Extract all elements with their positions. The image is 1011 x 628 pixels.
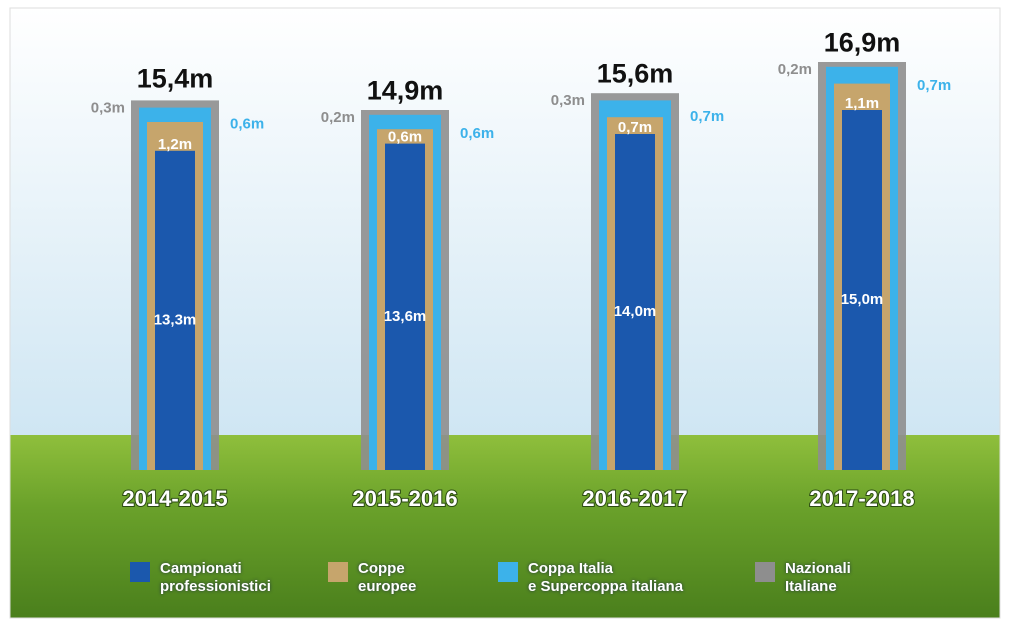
- value-label: 0,3m: [551, 92, 585, 109]
- value-label: 15,0m: [841, 291, 884, 308]
- legend-label: Coppe europee: [358, 560, 417, 595]
- legend-swatch: [755, 562, 775, 582]
- value-label: 0,2m: [778, 61, 812, 78]
- bar-frame: [842, 110, 882, 470]
- total-label: 15,4m: [137, 64, 214, 94]
- legend-item: Coppe europee: [328, 560, 416, 596]
- legend-item: Coppa Italia e Supercoppa italiana: [498, 560, 683, 596]
- x-tick-label: 2016-2017: [582, 486, 687, 511]
- total-label: 14,9m: [367, 76, 444, 106]
- value-label: 0,6m: [230, 115, 264, 132]
- x-tick-label: 2015-2016: [352, 486, 457, 511]
- value-label: 13,3m: [154, 311, 197, 328]
- value-label: 14,0m: [614, 303, 657, 320]
- bar-frame: [385, 143, 425, 470]
- x-tick-label: 2017-2018: [809, 486, 914, 511]
- value-label: 0,7m: [690, 108, 724, 125]
- value-label: 0,2m: [321, 109, 355, 126]
- value-label: 0,6m: [388, 129, 422, 146]
- legend-swatch: [328, 562, 348, 582]
- legend-swatch: [498, 562, 518, 582]
- value-label: 1,1m: [845, 95, 879, 112]
- value-label: 13,6m: [384, 308, 427, 325]
- value-label: 0,3m: [91, 99, 125, 116]
- legend-label: Campionati professionistici: [160, 560, 271, 595]
- bar-frame: [155, 150, 195, 471]
- x-tick-label: 2014-2015: [122, 486, 227, 511]
- value-label: 0,7m: [917, 77, 951, 94]
- bar-frame: [615, 134, 655, 470]
- legend-label: Nazionali Italiane: [785, 560, 851, 595]
- value-label: 1,2m: [158, 136, 192, 153]
- legend-item: Campionati professionistici: [130, 560, 271, 596]
- value-label: 0,7m: [618, 119, 652, 136]
- legend-item: Nazionali Italiane: [755, 560, 851, 596]
- legend-swatch: [130, 562, 150, 582]
- total-label: 16,9m: [824, 28, 901, 58]
- frame: [9, 7, 1001, 619]
- legend-label: Coppa Italia e Supercoppa italiana: [528, 560, 684, 595]
- total-label: 15,6m: [597, 59, 674, 89]
- value-label: 0,6m: [460, 125, 494, 142]
